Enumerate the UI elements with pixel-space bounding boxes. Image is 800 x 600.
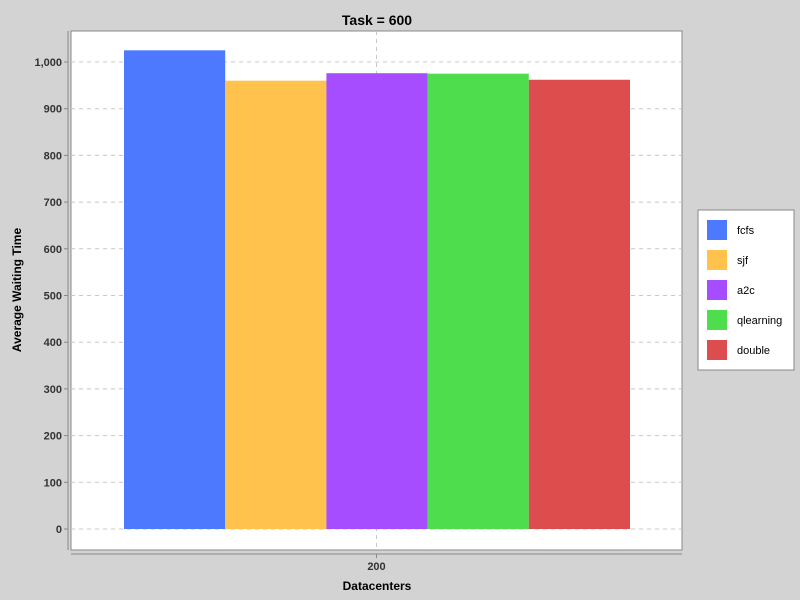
legend-swatch-fcfs bbox=[707, 220, 727, 240]
y-tick-label: 0 bbox=[56, 524, 62, 536]
x-axis-label: Datacenters bbox=[343, 579, 412, 593]
legend-swatch-sjf bbox=[707, 250, 727, 270]
legend-label-double: double bbox=[737, 345, 770, 357]
legend-swatch-a2c bbox=[707, 280, 727, 300]
bar-qlearning bbox=[427, 73, 529, 530]
bars bbox=[124, 50, 630, 530]
y-tick-label: 300 bbox=[44, 384, 62, 396]
chart-title: Task = 600 bbox=[342, 12, 412, 28]
y-tick-label: 200 bbox=[44, 431, 62, 443]
y-tick-label: 600 bbox=[44, 244, 62, 256]
legend-label-qlearning: qlearning bbox=[737, 315, 782, 327]
y-tick-label: 900 bbox=[44, 104, 62, 116]
bar-double bbox=[528, 79, 630, 529]
y-tick-label: 100 bbox=[44, 477, 62, 489]
x-tick-label: 200 bbox=[367, 561, 385, 573]
bar-fcfs bbox=[124, 50, 226, 529]
legend-swatch-double bbox=[707, 340, 727, 360]
y-tick-label: 700 bbox=[44, 197, 62, 209]
y-tick-label: 400 bbox=[44, 337, 62, 349]
y-tick-label: 500 bbox=[44, 291, 62, 303]
legend-swatch-qlearning bbox=[707, 310, 727, 330]
legend-label-a2c: a2c bbox=[737, 285, 755, 297]
y-tick-label: 800 bbox=[44, 150, 62, 162]
legend: fcfs sjf a2c qlearning double bbox=[697, 209, 795, 371]
bar-sjf bbox=[225, 80, 327, 530]
legend-label-sjf: sjf bbox=[737, 255, 749, 267]
y-axis-label: Average Waiting Time bbox=[10, 228, 24, 353]
y-axis: 0 100 200 300 400 500 600 700 800 900 1,000 bbox=[34, 31, 69, 550]
bar-a2c bbox=[326, 73, 428, 529]
x-axis: 200 bbox=[71, 553, 682, 573]
y-tick-label: 1,000 bbox=[34, 57, 62, 69]
legend-label-fcfs: fcfs bbox=[737, 225, 755, 237]
